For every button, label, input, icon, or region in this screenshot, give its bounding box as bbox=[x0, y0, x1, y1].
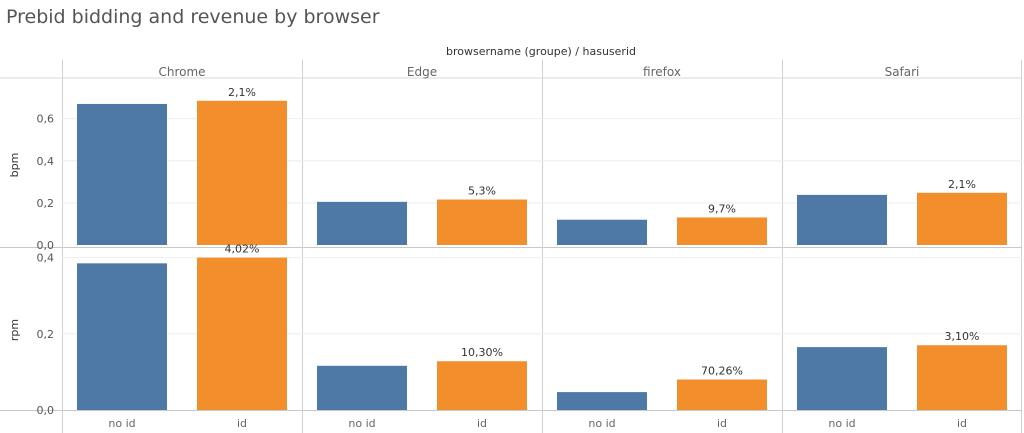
data-label-bpm-firefox: 9,7% bbox=[708, 202, 736, 215]
bar-rpm-firefox-no-id bbox=[557, 392, 647, 410]
bar-rpm-chrome-no-id bbox=[77, 263, 167, 410]
y-tick-label: 0,2 bbox=[37, 197, 55, 210]
column-header: browsername (groupe) / hasuserid bbox=[446, 45, 636, 58]
x-category-label: id bbox=[957, 417, 967, 430]
y-axis-label-bpm: bpm bbox=[8, 153, 21, 178]
y-tick-label: 0,6 bbox=[37, 113, 55, 126]
data-label-bpm-chrome: 2,1% bbox=[228, 86, 256, 99]
bar-bpm-chrome-id bbox=[197, 100, 287, 245]
bar-bpm-safari-id bbox=[917, 192, 1007, 245]
bar-rpm-safari-id bbox=[917, 345, 1007, 410]
bar-rpm-firefox-id bbox=[677, 379, 767, 410]
data-label-rpm-edge: 10,30% bbox=[461, 346, 503, 359]
chart-title: Prebid bidding and revenue by browser bbox=[6, 6, 380, 28]
data-label-rpm-chrome: 4,02% bbox=[225, 243, 260, 256]
data-label-bpm-safari: 2,1% bbox=[948, 178, 976, 191]
y-tick-label: 0,2 bbox=[37, 328, 55, 341]
bar-bpm-chrome-no-id bbox=[77, 103, 167, 246]
column-label-firefox: firefox bbox=[643, 65, 681, 79]
bar-rpm-safari-no-id bbox=[797, 347, 887, 410]
bar-rpm-chrome-id bbox=[197, 257, 287, 410]
x-category-label: id bbox=[717, 417, 727, 430]
y-tick-label: 0,4 bbox=[37, 252, 55, 265]
bar-bpm-firefox-id bbox=[677, 217, 767, 245]
y-axis-label-rpm: rpm bbox=[8, 319, 21, 341]
column-label-edge: Edge bbox=[407, 65, 437, 79]
y-tick-label: 0,4 bbox=[37, 155, 55, 168]
x-category-label: no id bbox=[828, 417, 855, 430]
data-label-bpm-edge: 5,3% bbox=[468, 185, 496, 198]
bar-rpm-edge-no-id bbox=[317, 365, 407, 410]
x-category-label: id bbox=[237, 417, 247, 430]
y-tick-label: 0,0 bbox=[37, 239, 55, 252]
bar-rpm-edge-id bbox=[437, 361, 527, 410]
bar-bpm-edge-no-id bbox=[317, 201, 407, 245]
bar-bpm-firefox-no-id bbox=[557, 219, 647, 245]
data-label-rpm-safari: 3,10% bbox=[945, 330, 980, 343]
x-category-label: no id bbox=[108, 417, 135, 430]
x-category-label: no id bbox=[348, 417, 375, 430]
column-label-chrome: Chrome bbox=[158, 65, 205, 79]
bar-bpm-edge-id bbox=[437, 199, 527, 245]
data-label-rpm-firefox: 70,26% bbox=[701, 365, 743, 378]
bar-bpm-safari-no-id bbox=[797, 194, 887, 245]
x-category-label: id bbox=[477, 417, 487, 430]
y-tick-label: 0,0 bbox=[37, 404, 55, 417]
column-label-safari: Safari bbox=[885, 65, 920, 79]
x-category-label: no id bbox=[588, 417, 615, 430]
